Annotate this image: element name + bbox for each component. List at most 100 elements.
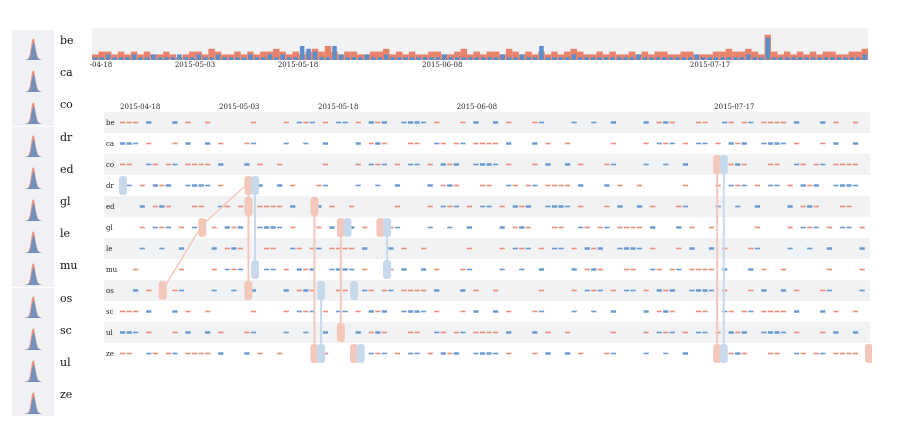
activity-mark <box>643 121 649 124</box>
activity-mark <box>362 289 368 292</box>
activity-mark <box>525 205 531 208</box>
activity-mark <box>774 352 780 355</box>
activity-mark <box>185 142 191 145</box>
overview-bar-b <box>312 51 318 60</box>
overview-bar-a <box>732 51 739 60</box>
overview-bar-b <box>144 57 150 60</box>
activity-mark <box>440 163 446 166</box>
activity-mark <box>283 268 289 271</box>
legend-row-gl[interactable]: gl <box>12 191 84 223</box>
activity-mark <box>794 121 800 124</box>
overview-bar-a <box>577 51 584 60</box>
activity-mark <box>597 268 603 271</box>
legend-row-sc[interactable]: sc <box>12 319 84 352</box>
activity-mark <box>362 247 368 250</box>
highlight-block <box>350 281 359 300</box>
activity-mark <box>139 205 145 208</box>
activity-mark <box>558 247 564 250</box>
activity-mark <box>800 163 806 166</box>
overview-bar-b <box>435 57 441 60</box>
overview-bar-b <box>235 57 240 60</box>
overview-bar-b <box>623 57 628 60</box>
activity-mark <box>349 226 355 229</box>
activity-mark <box>165 205 172 208</box>
overview-bar-b <box>506 57 512 60</box>
activity-mark <box>774 121 780 124</box>
activity-mark <box>604 205 610 208</box>
legend-row-ca[interactable]: ca <box>12 62 84 95</box>
overview-bar-b <box>817 57 822 60</box>
activity-mark <box>813 205 819 208</box>
activity-mark <box>427 184 433 187</box>
overview-bar-b <box>189 57 195 60</box>
overview-bar-a <box>260 51 267 60</box>
activity-mark <box>434 142 440 145</box>
activity-mark <box>270 205 276 208</box>
activity-mark <box>434 331 440 334</box>
activity-mark <box>224 268 230 271</box>
activity-mark <box>244 142 250 145</box>
activity-mark <box>506 331 512 334</box>
activity-mark <box>381 121 387 124</box>
activity-mark <box>545 331 551 334</box>
overview-bar-b <box>746 54 751 60</box>
overview-histogram[interactable]: 2015-04-18 2015-05-03 2015-05-18 2015-06-08… <box>90 26 870 70</box>
activity-mark <box>807 184 813 187</box>
overview-bar-b <box>92 57 98 60</box>
overview-bar-b <box>616 57 622 60</box>
activity-mark <box>800 205 806 208</box>
activity-mark <box>309 121 316 124</box>
activity-mark <box>211 289 217 292</box>
activity-mark <box>630 289 636 292</box>
legend-row-ze[interactable]: ze <box>12 384 84 417</box>
overview-bar-b <box>358 57 363 60</box>
legend-row-le[interactable]: le <box>12 223 84 256</box>
activity-mark <box>519 268 525 271</box>
activity-mark <box>728 352 734 355</box>
highlight-connector <box>254 179 257 263</box>
activity-mark <box>473 331 479 334</box>
overview-bar-b <box>371 57 376 60</box>
activity-mark <box>735 184 741 187</box>
activity-mark <box>682 142 689 145</box>
activity-mark <box>296 268 302 271</box>
activity-mark <box>460 268 466 271</box>
activity-mark <box>322 142 329 145</box>
overview-bar-a <box>505 48 513 60</box>
activity-mark <box>211 268 217 271</box>
overview-bar-a <box>564 51 571 60</box>
activity-mark <box>617 247 623 250</box>
legend-row-ul[interactable]: ul <box>12 352 84 384</box>
activity-mark <box>643 352 649 355</box>
overview-bar-b <box>752 57 758 60</box>
activity-mark <box>126 121 132 124</box>
overview-bar-b <box>215 54 221 60</box>
legend-row-be[interactable]: be <box>12 30 84 62</box>
activity-mark <box>735 142 741 145</box>
overview-bar-a <box>609 51 616 60</box>
activity-mark <box>146 310 152 313</box>
legend-row-mu[interactable]: mu <box>12 255 84 288</box>
activity-mark <box>741 331 747 334</box>
overview-bar-b <box>862 54 868 60</box>
activity-mark <box>545 205 551 208</box>
legend-row-os[interactable]: os <box>12 287 84 320</box>
activity-mark <box>532 163 538 166</box>
activity-mark <box>381 289 387 292</box>
activity-mark <box>826 226 832 229</box>
activity-mark <box>388 289 394 292</box>
legend-row-dr[interactable]: dr <box>12 126 84 159</box>
activity-mark <box>309 310 316 313</box>
activity-mark <box>564 142 571 145</box>
overview-bar-b <box>733 57 738 60</box>
overview-bar-b <box>655 57 661 60</box>
activity-mark <box>813 163 819 166</box>
legend-row-co[interactable]: co <box>12 94 84 127</box>
activity-mark <box>401 247 407 250</box>
overview-bar-b <box>668 57 674 60</box>
activity-mark <box>126 142 132 145</box>
activity-mark <box>525 247 531 250</box>
activity-mark <box>833 352 839 355</box>
legend-row-ed[interactable]: ed <box>12 158 84 191</box>
activity-mark <box>506 163 512 166</box>
